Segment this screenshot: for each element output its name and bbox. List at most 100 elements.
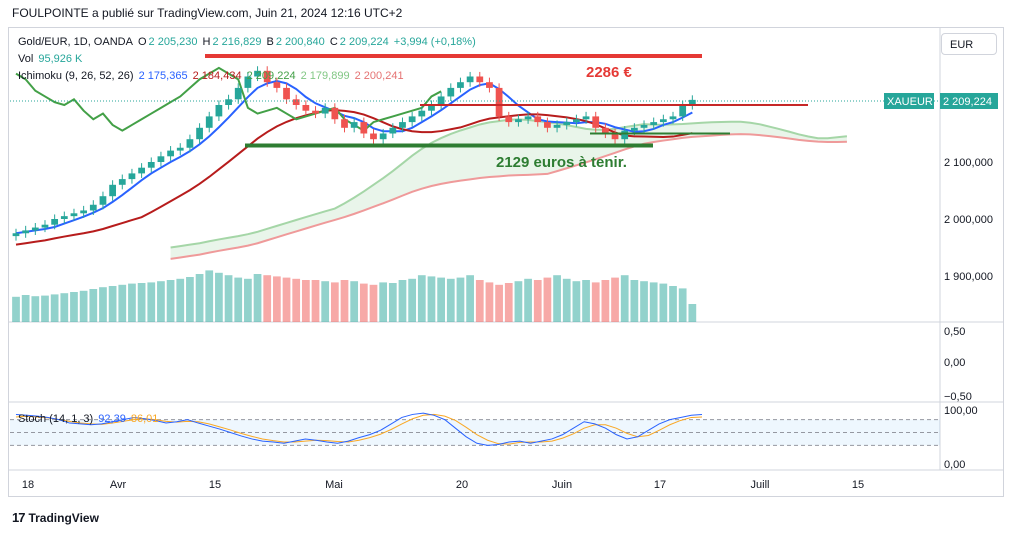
volume-bar: [524, 278, 532, 322]
candle-body: [524, 116, 532, 120]
candle-body: [205, 116, 213, 128]
ichimoku-chikou: 2 209,224: [246, 70, 296, 82]
candle-body: [70, 213, 78, 217]
brand-name: TradingView: [28, 510, 99, 525]
stoch-d-value: 86,01: [130, 413, 159, 425]
resistance-annotation: 2286 €: [586, 64, 633, 81]
volume-bar: [630, 280, 639, 322]
volume-bar: [688, 304, 697, 322]
candle-body: [128, 173, 136, 180]
candle-body: [321, 107, 329, 114]
volume-bar: [427, 276, 436, 322]
candle-body: [611, 133, 619, 140]
volume-bar: [572, 281, 581, 322]
stoch-legend[interactable]: Stoch (14, 1, 3) 92,39 86,01: [18, 413, 159, 425]
candle-body: [592, 116, 600, 128]
osc-tick-label: 0,00: [944, 357, 965, 369]
candle-body: [254, 70, 261, 77]
symbol-label[interactable]: Gold/EUR, 1D, OANDA: [18, 36, 133, 48]
candle-body: [688, 99, 696, 105]
close-value: 2 209,224: [339, 36, 389, 48]
candle-body: [147, 162, 155, 168]
ichimoku-tenkan: 2 175,365: [138, 70, 188, 82]
price-badge-text: 2 209,224: [943, 96, 992, 108]
candle-body: [196, 127, 203, 140]
candle-body: [167, 150, 174, 157]
volume-bar: [99, 287, 107, 322]
tradingview-logo-icon: 17: [12, 510, 26, 525]
candle-body: [157, 156, 165, 162]
price-badge: [940, 93, 998, 109]
volume-bar: [620, 275, 629, 322]
volume-bar: [70, 292, 78, 322]
volume-bar: [224, 275, 233, 322]
candle-body: [601, 127, 609, 134]
volume-bar: [379, 282, 388, 322]
time-tick-label: 15: [852, 479, 864, 491]
time-tick-label: 15: [209, 479, 221, 491]
support-annotation: 2129 euros à tenir.: [496, 154, 627, 171]
volume-bar: [649, 282, 658, 322]
candle-body: [341, 119, 348, 128]
candle-body: [51, 219, 59, 225]
candle-body: [80, 210, 88, 214]
candle-body: [234, 87, 242, 100]
volume-bar: [244, 278, 252, 322]
currency-button[interactable]: EUR: [941, 33, 997, 55]
candle-body: [418, 110, 426, 117]
symbol-badge: [884, 93, 934, 109]
candle-body: [457, 82, 464, 88]
candle-body: [99, 196, 107, 205]
volume-bar: [301, 280, 310, 322]
ichimoku-legend[interactable]: Ichimoku (9, 26, 52, 26) 2 175,365 2 184…: [18, 70, 404, 82]
candle-body: [244, 76, 252, 88]
volume-bar: [89, 289, 98, 322]
symbol-badge-text: XAUEUR: [887, 96, 933, 108]
candle-body: [437, 96, 445, 105]
volume-bar: [108, 286, 117, 322]
volume-legend[interactable]: Vol 95,926 K: [18, 53, 83, 65]
candle-body: [138, 167, 145, 174]
volume-bar: [50, 294, 59, 322]
volume-bar: [678, 288, 687, 322]
candle-body: [370, 133, 377, 140]
time-tick-label: Avr: [110, 479, 127, 491]
volume-bar: [533, 280, 542, 322]
volume-bar: [553, 275, 561, 322]
price-tick-label: 1 900,000: [944, 271, 993, 283]
volume-bar: [582, 280, 590, 322]
candle-body: [215, 105, 223, 117]
time-tick-label: 18: [22, 479, 34, 491]
volume-bar: [215, 272, 223, 322]
change-value: +3,994 (+0,18%): [393, 36, 476, 48]
candle-body: [408, 116, 416, 123]
candle-body: [621, 130, 629, 140]
candle-body: [389, 127, 397, 134]
tradingview-footer[interactable]: 17 TradingView: [12, 510, 99, 525]
stoch-d-line: [15, 413, 703, 445]
high-value: 2 216,829: [212, 36, 262, 48]
volume-bar: [253, 274, 262, 322]
volume-bar: [611, 277, 619, 322]
volume-bar: [128, 283, 136, 322]
ichimoku-kijun: 2 184,434: [192, 70, 242, 82]
price-tick-label: 2 000,000: [944, 214, 993, 226]
volume-bar: [456, 277, 465, 322]
volume-bar: [408, 278, 417, 322]
volume-bar: [205, 270, 214, 322]
volume-bar: [340, 280, 349, 322]
time-tick-label: Mai: [325, 479, 343, 491]
volume-bar: [311, 280, 320, 322]
volume-bar: [330, 282, 339, 322]
volume-bar: [195, 274, 204, 322]
volume-bar: [12, 296, 20, 322]
candle-body: [447, 87, 455, 97]
candle-body: [41, 224, 49, 228]
candle-body: [505, 116, 513, 123]
stoch-k-value: 92,39: [98, 413, 126, 425]
volume-bar: [321, 281, 330, 322]
candle-body: [350, 122, 358, 128]
volume-bar: [157, 281, 165, 322]
volume-bar: [359, 283, 368, 322]
